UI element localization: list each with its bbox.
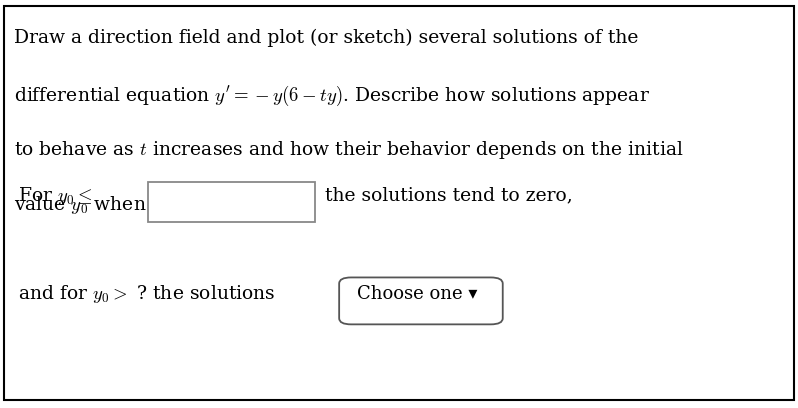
FancyBboxPatch shape <box>339 277 503 324</box>
Text: Choose one ▾: Choose one ▾ <box>357 285 477 303</box>
Text: and for $y_0 > $ ? the solutions: and for $y_0 > $ ? the solutions <box>18 283 276 305</box>
Text: For $y_0 \leq$: For $y_0 \leq$ <box>18 185 93 207</box>
Text: differential equation $y^{\prime} = -y(6-ty)$. Describe how solutions appear: differential equation $y^{\prime} = -y(6… <box>14 84 650 108</box>
Text: Draw a direction field and plot (or sketch) several solutions of the: Draw a direction field and plot (or sket… <box>14 29 638 47</box>
Text: to behave as $t$ increases and how their behavior depends on the initial: to behave as $t$ increases and how their… <box>14 139 684 161</box>
FancyBboxPatch shape <box>148 182 315 222</box>
Text: value $y_0$ when $t=0$.: value $y_0$ when $t=0$. <box>14 194 195 216</box>
Text: the solutions tend to zero,: the solutions tend to zero, <box>325 187 572 205</box>
